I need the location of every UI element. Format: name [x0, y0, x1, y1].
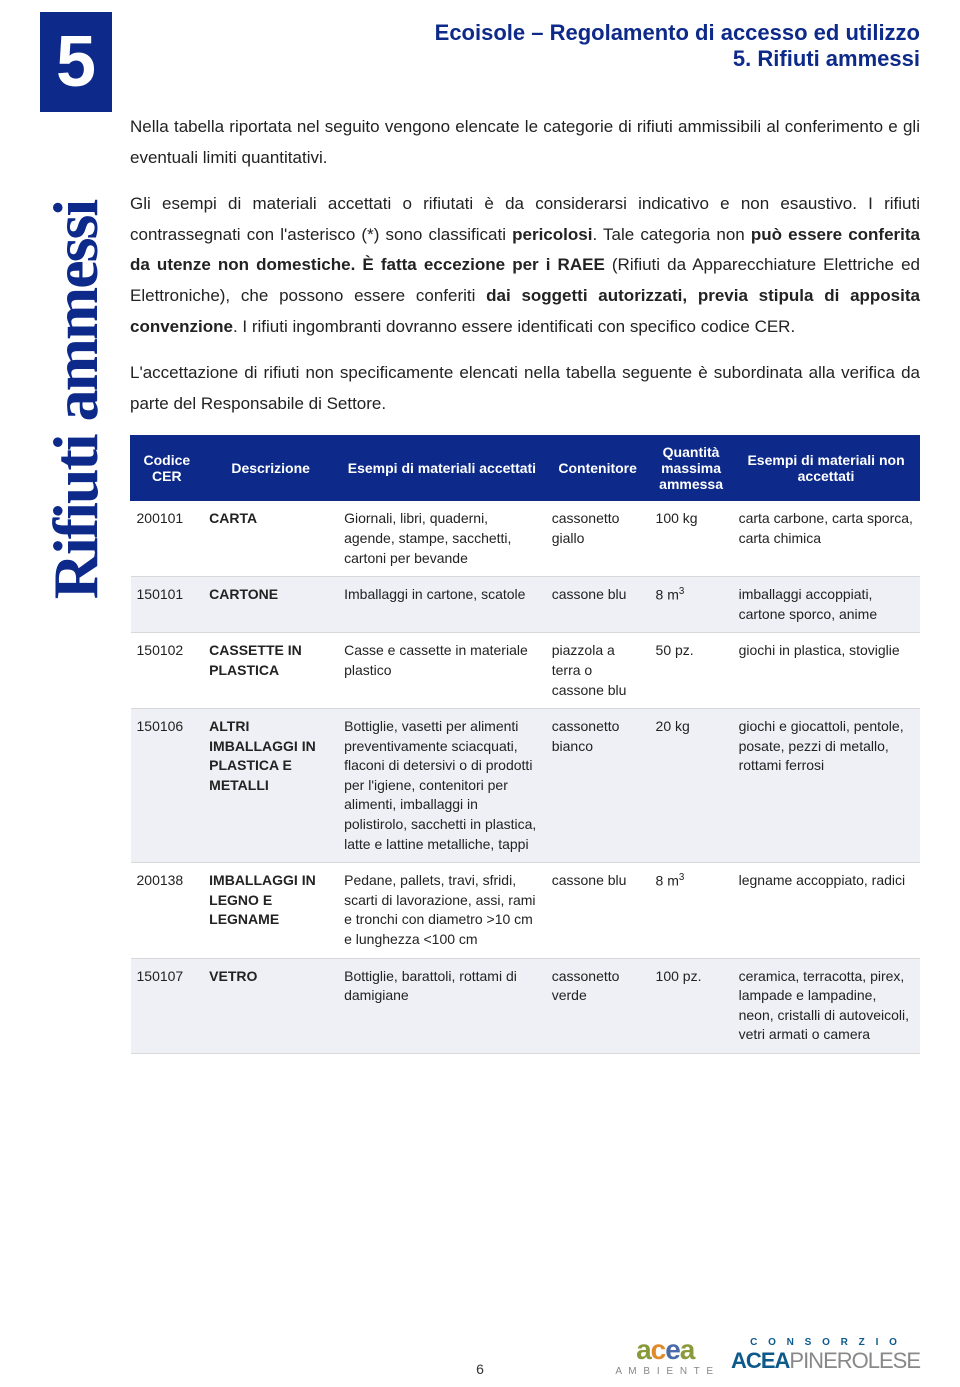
p2-bold1: pericolosi — [512, 225, 592, 244]
cell-qty: 8 m3 — [650, 577, 733, 633]
cell-desc: CARTA — [203, 501, 338, 577]
cell-qty: 8 m3 — [650, 863, 733, 958]
header: Ecoisole – Regolamento di accesso ed uti… — [40, 20, 920, 72]
cell-code: 150106 — [131, 709, 204, 863]
cell-qty: 100 kg — [650, 501, 733, 577]
logo-consorzio-text: C O N S O R Z I O — [750, 1337, 901, 1348]
header-line2: 5. Rifiuti ammessi — [40, 46, 920, 72]
col-header-container: Contenitore — [546, 436, 650, 501]
cell-desc: ALTRI IMBALLAGGI IN PLASTICA E METALLI — [203, 709, 338, 863]
cell-desc: VETRO — [203, 958, 338, 1053]
cell-accepted: Casse e cassette in materiale plastico — [338, 633, 546, 709]
paragraph-2: Gli esempi di materiali accettati o rifi… — [130, 189, 920, 342]
cell-accepted: Pedane, pallets, travi, sfridi, scarti d… — [338, 863, 546, 958]
cell-container: cassonetto bianco — [546, 709, 650, 863]
content-area: Nella tabella riportata nel seguito veng… — [130, 112, 920, 1054]
cell-rejected: carta carbone, carta sporca, carta chimi… — [733, 501, 920, 577]
col-header-desc: Descrizione — [203, 436, 338, 501]
vertical-title-text: Rifiuti ammessi — [39, 201, 113, 599]
cell-rejected: ceramica, terracotta, pirex, lampade e l… — [733, 958, 920, 1053]
cell-desc: CARTONE — [203, 577, 338, 633]
col-header-accepted: Esempi di materiali accettati — [338, 436, 546, 501]
cell-container: cassonetto giallo — [546, 501, 650, 577]
logo-acea-sub: A M B I E N T E — [615, 1366, 715, 1377]
cell-qty: 50 pz. — [650, 633, 733, 709]
logo-pinerolese-text: PINEROLESE — [789, 1348, 920, 1373]
page: 5 Ecoisole – Regolamento di accesso ed u… — [0, 0, 960, 1387]
cell-rejected: imballaggi accoppiati, cartone sporco, a… — [733, 577, 920, 633]
page-number: 6 — [476, 1361, 484, 1377]
table-header: Codice CER Descrizione Esempi di materia… — [131, 436, 920, 501]
cell-rejected: giochi in plastica, stoviglie — [733, 633, 920, 709]
table-row: 200101CARTAGiornali, libri, quaderni, ag… — [131, 501, 920, 577]
cell-code: 150107 — [131, 958, 204, 1053]
logo-acea: acea A M B I E N T E — [615, 1334, 715, 1377]
col-header-qty: Quantità massima ammessa — [650, 436, 733, 501]
cell-container: piazzola a terra o cassone blu — [546, 633, 650, 709]
col-header-code: Codice CER — [131, 436, 204, 501]
table-row: 150106ALTRI IMBALLAGGI IN PLASTICA E MET… — [131, 709, 920, 863]
logo-acea-big: ACEA — [731, 1348, 789, 1373]
cell-accepted: Bottiglie, barattoli, rottami di damigia… — [338, 958, 546, 1053]
logo-pinerolese: ACEAPINEROLESE — [731, 1348, 920, 1374]
table-row: 150107VETROBottiglie, barattoli, rottami… — [131, 958, 920, 1053]
cell-rejected: giochi e giocattoli, pentole, posate, pe… — [733, 709, 920, 863]
header-line1: Ecoisole – Regolamento di accesso ed uti… — [40, 20, 920, 46]
cell-desc: CASSETTE IN PLASTICA — [203, 633, 338, 709]
cell-container: cassone blu — [546, 577, 650, 633]
cell-qty: 100 pz. — [650, 958, 733, 1053]
chapter-number-box: 5 — [40, 12, 112, 112]
cell-accepted: Bottiglie, vasetti per alimenti preventi… — [338, 709, 546, 863]
cell-code: 200138 — [131, 863, 204, 958]
logo-consorzio: C O N S O R Z I O ACEAPINEROLESE — [731, 1337, 920, 1374]
p2-mid1: . Tale categoria non — [592, 225, 750, 244]
cell-accepted: Imballaggi in cartone, scatole — [338, 577, 546, 633]
table-body: 200101CARTAGiornali, libri, quaderni, ag… — [131, 501, 920, 1054]
cell-code: 150102 — [131, 633, 204, 709]
cell-accepted: Giornali, libri, quaderni, agende, stamp… — [338, 501, 546, 577]
footer-logos: acea A M B I E N T E C O N S O R Z I O A… — [615, 1334, 920, 1377]
cell-qty: 20 kg — [650, 709, 733, 863]
cell-code: 150101 — [131, 577, 204, 633]
vertical-section-title: Rifiuti ammessi — [40, 120, 112, 680]
p2-end: . I rifiuti ingombranti dovranno essere … — [233, 317, 795, 336]
cell-container: cassone blu — [546, 863, 650, 958]
paragraph-1: Nella tabella riportata nel seguito veng… — [130, 112, 920, 173]
cell-container: cassonetto verde — [546, 958, 650, 1053]
paragraph-3: L'accettazione di rifiuti non specificam… — [130, 358, 920, 419]
col-header-rejected: Esempi di materiali non accettati — [733, 436, 920, 501]
logo-acea-text: acea — [636, 1334, 694, 1366]
waste-table: Codice CER Descrizione Esempi di materia… — [130, 435, 920, 1054]
chapter-number: 5 — [56, 21, 96, 103]
cell-desc: IMBALLAGGI IN LEGNO E LEGNAME — [203, 863, 338, 958]
table-row: 150102CASSETTE IN PLASTICACasse e casset… — [131, 633, 920, 709]
cell-code: 200101 — [131, 501, 204, 577]
table-row: 200138IMBALLAGGI IN LEGNO E LEGNAMEPedan… — [131, 863, 920, 958]
cell-rejected: legname accoppiato, radici — [733, 863, 920, 958]
table-row: 150101CARTONEImballaggi in cartone, scat… — [131, 577, 920, 633]
